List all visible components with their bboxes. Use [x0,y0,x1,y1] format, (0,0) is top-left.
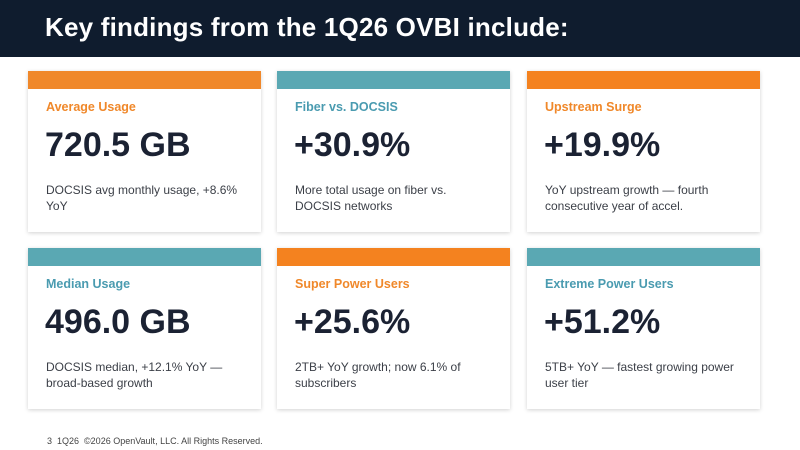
card-extreme-power-users: Extreme Power Users +51.2% 5TB+ YoY — fa… [527,248,760,409]
card-value: +30.9% [294,126,411,164]
card-title: Fiber vs. DOCSIS [295,100,398,114]
card-accent-bar [28,248,261,266]
card-description: 2TB+ YoY growth; now 6.1% of subscribers [295,360,461,390]
card-description: YoY upstream growth — fourth consecutive… [545,183,709,213]
card-accent-bar [28,71,261,89]
card-accent-bar [277,248,510,266]
card-value: +19.9% [544,126,661,164]
card-accent-bar [277,71,510,89]
card-median-usage: Median Usage 496.0 GB DOCSIS median, +12… [28,248,261,409]
card-title: Average Usage [46,100,136,114]
page-title: Key findings from the 1Q26 OVBI include: [45,12,569,42]
card-fiber-vs-docsis: Fiber vs. DOCSIS +30.9% More total usage… [277,71,510,232]
card-average-usage: Average Usage 720.5 GB DOCSIS avg monthl… [28,71,261,232]
page-number: 3 [47,436,53,446]
card-title: Extreme Power Users [545,277,674,291]
card-value: +51.2% [544,303,661,341]
card-accent-bar [527,248,760,266]
card-description: More total usage on fiber vs. DOCSIS net… [295,183,447,213]
card-super-power-users: Super Power Users +25.6% 2TB+ YoY growth… [277,248,510,409]
card-value: +25.6% [294,303,411,341]
footer: 3 1Q26 ©2026 OpenVault, LLC. All Rights Re… [47,436,268,446]
card-title: Super Power Users [295,277,410,291]
card-description: DOCSIS avg monthly usage, +8.6% YoY [46,183,238,213]
footer-period: 1Q26 [57,436,80,446]
card-title: Median Usage [46,277,131,291]
copyright-text: ©2026 OpenVault, LLC. All Rights Reserve… [84,436,263,446]
card-description: 5TB+ YoY — fastest growing power user ti… [545,360,734,390]
card-value: 720.5 GB [45,126,191,164]
card-accent-bar [527,71,760,89]
card-title: Upstream Surge [545,100,642,114]
card-value: 496.0 GB [45,303,191,341]
card-description: DOCSIS median, +12.1% YoY — broad-based … [46,360,223,390]
card-upstream-surge: Upstream Surge +19.9% YoY upstream growt… [527,71,760,232]
header-bar: Key findings from the 1Q26 OVBI include: [0,0,800,57]
